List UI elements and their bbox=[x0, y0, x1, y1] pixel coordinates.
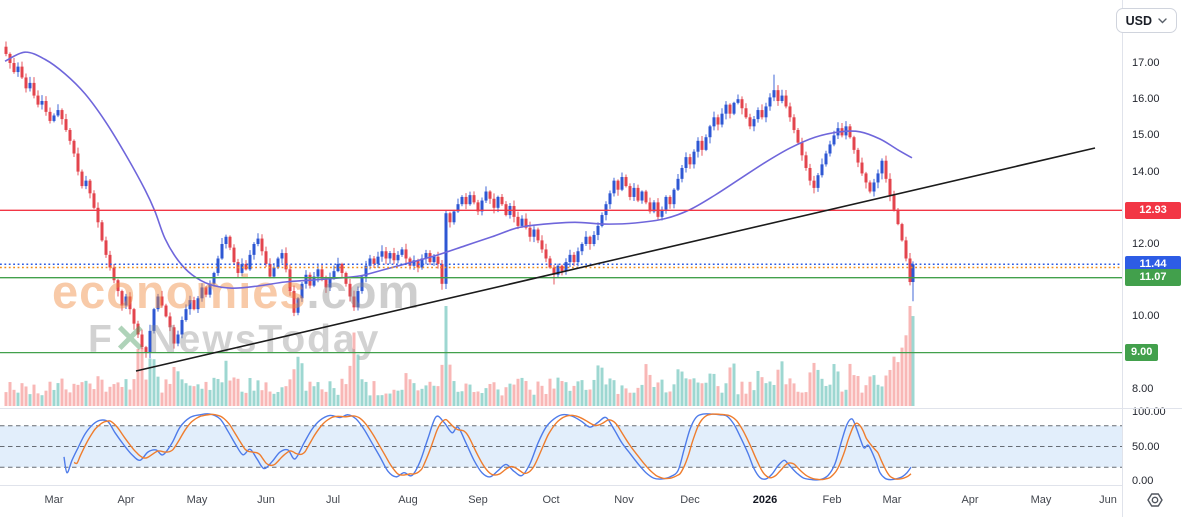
moving-average-line bbox=[4, 51, 913, 289]
oscillator-tick: 50.00 bbox=[1132, 440, 1160, 453]
currency-selector-button[interactable]: USD bbox=[1115, 8, 1177, 33]
time-tick-Mar: Mar bbox=[44, 494, 64, 506]
time-tick-May: May bbox=[1030, 494, 1052, 506]
price-badge-9.00: 9.00 bbox=[1125, 344, 1159, 362]
time-tick-Mar: Mar bbox=[882, 494, 902, 506]
time-tick-May: May bbox=[186, 494, 208, 506]
time-tick-Jun: Jun bbox=[257, 494, 275, 506]
time-tick-Apr: Apr bbox=[117, 494, 135, 506]
volume-bars bbox=[4, 306, 915, 406]
time-tick-Aug: Aug bbox=[398, 494, 418, 506]
time-tick-Sep: Sep bbox=[468, 494, 488, 506]
axis-pane-divider bbox=[1122, 408, 1182, 409]
time-tick-Feb: Feb bbox=[822, 494, 842, 506]
price-axis[interactable]: 17.00 16.00 15.00 14.00 12.00 10.00 8.00 12.93 1… bbox=[1122, 0, 1182, 517]
time-tick-Dec: Dec bbox=[680, 494, 700, 506]
time-tick-2026: 2026 bbox=[752, 494, 778, 506]
time-tick-Jun: Jun bbox=[1099, 494, 1117, 506]
time-tick-Oct: Oct bbox=[542, 494, 560, 506]
price-tick: 10.00 bbox=[1132, 310, 1160, 323]
time-tick-Nov: Nov bbox=[614, 494, 634, 506]
time-tick-Jul: Jul bbox=[325, 494, 341, 506]
price-tick: 12.00 bbox=[1132, 238, 1160, 250]
chevron-down-icon bbox=[1158, 17, 1167, 23]
price-tick: 15.00 bbox=[1132, 129, 1160, 142]
price-badge-12.93: 12.93 bbox=[1125, 201, 1181, 219]
oscillator-tick: 100.00 bbox=[1132, 406, 1166, 418]
price-badge-11.44: 11.44 bbox=[1125, 255, 1181, 273]
time-tick-Apr: Apr bbox=[961, 494, 979, 506]
stochastic-d-line bbox=[73, 413, 912, 481]
stochastic-k-line bbox=[63, 413, 912, 481]
watermark-fxnewstoday: F✕NewsToday bbox=[88, 318, 380, 361]
time-axis[interactable]: Mar Apr May Jun Jul Aug Sep Oct Nov Dec 2026 Feb Mar… bbox=[0, 485, 1122, 517]
watermark-economies: economies.com bbox=[52, 265, 420, 318]
price-badge-11.07: 11.07 bbox=[1125, 269, 1181, 287]
price-tick: 8.00 bbox=[1132, 382, 1154, 395]
price-tick: 16.00 bbox=[1132, 93, 1160, 106]
settings-gear-icon[interactable] bbox=[1145, 491, 1165, 509]
price-tick: 17.00 bbox=[1132, 57, 1160, 69]
oscillator-tick: 0.00 bbox=[1132, 475, 1154, 487]
currency-label: USD bbox=[1125, 13, 1152, 28]
trend-line bbox=[135, 147, 1096, 372]
price-tick: 14.00 bbox=[1132, 165, 1160, 178]
